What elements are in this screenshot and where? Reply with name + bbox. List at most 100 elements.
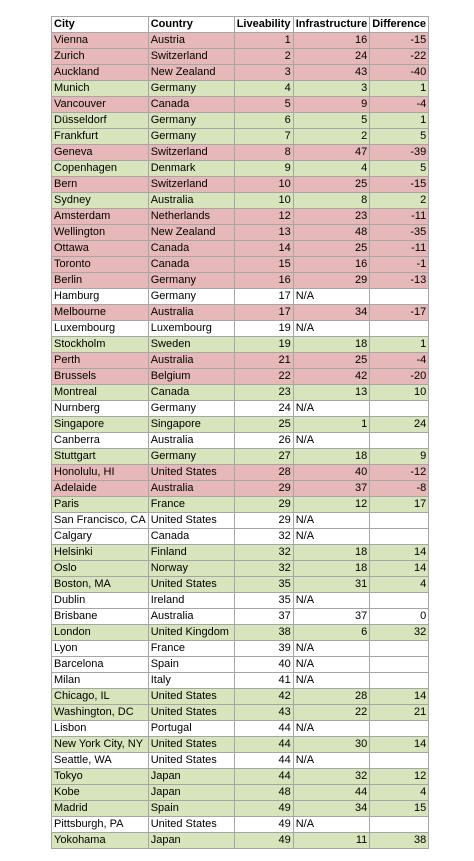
cell-liveability[interactable]: 19 [233, 320, 294, 337]
cell-city[interactable]: Tokyo [51, 768, 149, 785]
cell-liveability[interactable]: 1 [233, 32, 294, 49]
header-liveability[interactable]: Liveability [233, 16, 294, 33]
cell-city[interactable]: Bern [51, 176, 149, 193]
cell-liveability[interactable]: 29 [233, 512, 294, 529]
cell-country[interactable]: New Zealand [147, 224, 235, 241]
cell-difference[interactable] [369, 512, 430, 529]
cell-city[interactable]: Munich [51, 80, 149, 97]
cell-country[interactable]: Finland [147, 544, 235, 561]
cell-difference[interactable]: -20 [369, 368, 430, 385]
cell-city[interactable]: Milan [51, 672, 149, 689]
cell-difference[interactable]: 14 [369, 560, 430, 577]
cell-country[interactable]: Austria [147, 32, 235, 49]
cell-city[interactable]: Toronto [51, 256, 149, 273]
cell-city[interactable]: New York City, NY [51, 736, 149, 753]
cell-country[interactable]: Belgium [147, 368, 235, 385]
cell-liveability[interactable]: 44 [233, 768, 294, 785]
cell-country[interactable]: Germany [147, 128, 235, 145]
cell-difference[interactable] [369, 656, 430, 673]
cell-city[interactable]: Adelaide [51, 480, 149, 497]
cell-liveability[interactable]: 48 [233, 784, 294, 801]
cell-liveability[interactable]: 21 [233, 352, 294, 369]
cell-difference[interactable]: 1 [369, 112, 430, 129]
cell-country[interactable]: Switzerland [147, 144, 235, 161]
cell-infrastructure[interactable]: N/A [292, 400, 371, 417]
cell-infrastructure[interactable]: N/A [292, 720, 371, 737]
cell-city[interactable]: Helsinki [51, 544, 149, 561]
cell-infrastructure[interactable]: 9 [292, 96, 371, 113]
cell-country[interactable]: United States [147, 512, 235, 529]
cell-difference[interactable]: 17 [369, 496, 430, 513]
cell-city[interactable]: Dublin [51, 592, 149, 609]
cell-country[interactable]: Australia [147, 608, 235, 625]
header-city[interactable]: City [51, 16, 149, 33]
cell-difference[interactable]: -4 [369, 96, 430, 113]
cell-city[interactable]: Stockholm [51, 336, 149, 353]
cell-difference[interactable]: -17 [369, 304, 430, 321]
cell-infrastructure[interactable]: 32 [292, 768, 371, 785]
cell-liveability[interactable]: 43 [233, 704, 294, 721]
cell-difference[interactable]: 1 [369, 80, 430, 97]
cell-city[interactable]: Copenhagen [51, 160, 149, 177]
cell-city[interactable]: Düsseldorf [51, 112, 149, 129]
cell-infrastructure[interactable]: 28 [292, 688, 371, 705]
cell-country[interactable]: Ireland [147, 592, 235, 609]
cell-city[interactable]: Calgary [51, 528, 149, 545]
cell-difference[interactable]: -4 [369, 352, 430, 369]
cell-country[interactable]: Germany [147, 448, 235, 465]
cell-liveability[interactable]: 27 [233, 448, 294, 465]
cell-country[interactable]: Australia [147, 432, 235, 449]
cell-infrastructure[interactable]: 24 [292, 48, 371, 65]
cell-country[interactable]: Switzerland [147, 176, 235, 193]
cell-city[interactable]: Yokohama [51, 832, 149, 849]
cell-infrastructure[interactable]: 25 [292, 176, 371, 193]
cell-infrastructure[interactable]: 16 [292, 256, 371, 273]
cell-liveability[interactable]: 37 [233, 608, 294, 625]
cell-difference[interactable]: -15 [369, 176, 430, 193]
cell-city[interactable]: San Francisco, CA [51, 512, 149, 529]
cell-country[interactable]: Netherlands [147, 208, 235, 225]
cell-difference[interactable]: -22 [369, 48, 430, 65]
cell-liveability[interactable]: 13 [233, 224, 294, 241]
cell-country[interactable]: United States [147, 736, 235, 753]
cell-liveability[interactable]: 4 [233, 80, 294, 97]
cell-country[interactable]: Switzerland [147, 48, 235, 65]
cell-country[interactable]: Germany [147, 112, 235, 129]
cell-city[interactable]: Amsterdam [51, 208, 149, 225]
cell-country[interactable]: Italy [147, 672, 235, 689]
cell-infrastructure[interactable]: 23 [292, 208, 371, 225]
cell-difference[interactable]: 21 [369, 704, 430, 721]
cell-city[interactable]: Vancouver [51, 96, 149, 113]
cell-city[interactable]: London [51, 624, 149, 641]
cell-liveability[interactable]: 28 [233, 464, 294, 481]
cell-difference[interactable] [369, 720, 430, 737]
cell-city[interactable]: Perth [51, 352, 149, 369]
cell-infrastructure[interactable]: 34 [292, 304, 371, 321]
cell-city[interactable]: Paris [51, 496, 149, 513]
cell-liveability[interactable]: 49 [233, 800, 294, 817]
cell-infrastructure[interactable]: 11 [292, 832, 371, 849]
cell-liveability[interactable]: 49 [233, 816, 294, 833]
cell-difference[interactable]: 24 [369, 416, 430, 433]
cell-city[interactable]: Montreal [51, 384, 149, 401]
cell-country[interactable]: Canada [147, 384, 235, 401]
cell-country[interactable]: Norway [147, 560, 235, 577]
cell-country[interactable]: Japan [147, 768, 235, 785]
cell-infrastructure[interactable]: 22 [292, 704, 371, 721]
cell-infrastructure[interactable]: N/A [292, 672, 371, 689]
cell-infrastructure[interactable]: 18 [292, 448, 371, 465]
cell-country[interactable]: Germany [147, 288, 235, 305]
cell-liveability[interactable]: 39 [233, 640, 294, 657]
cell-liveability[interactable]: 32 [233, 560, 294, 577]
cell-country[interactable]: United States [147, 752, 235, 769]
cell-infrastructure[interactable]: 37 [292, 480, 371, 497]
cell-liveability[interactable]: 44 [233, 720, 294, 737]
cell-country[interactable]: Germany [147, 272, 235, 289]
cell-difference[interactable]: 14 [369, 736, 430, 753]
cell-liveability[interactable]: 40 [233, 656, 294, 673]
cell-infrastructure[interactable]: 37 [292, 608, 371, 625]
cell-difference[interactable]: 2 [369, 192, 430, 209]
cell-difference[interactable] [369, 320, 430, 337]
cell-city[interactable]: Chicago, IL [51, 688, 149, 705]
header-infrastructure[interactable]: Infrastructure [292, 16, 371, 33]
